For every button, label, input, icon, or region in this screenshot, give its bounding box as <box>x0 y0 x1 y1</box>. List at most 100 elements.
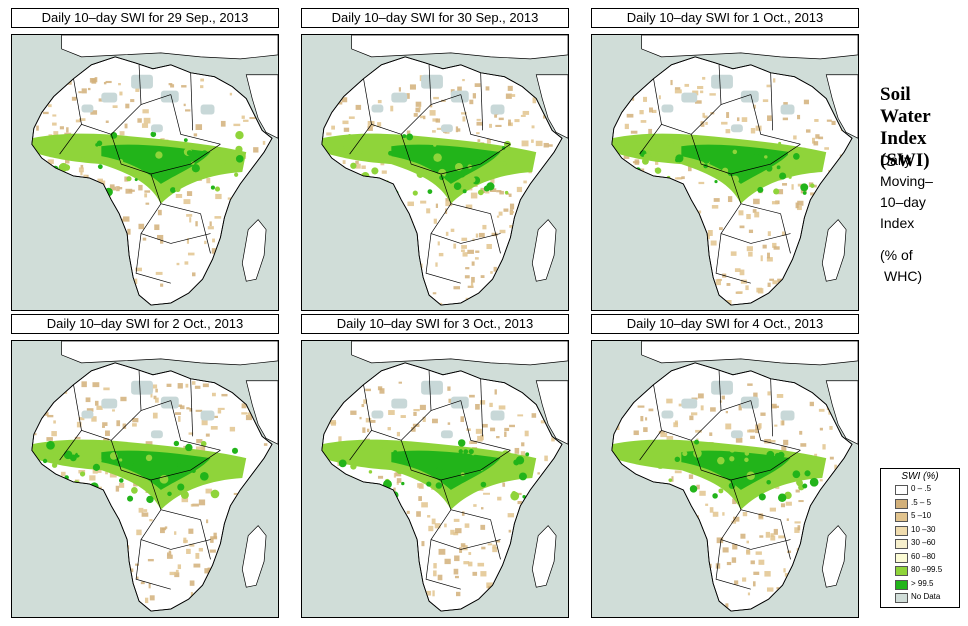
dry-patch <box>722 547 729 553</box>
wet-speck <box>176 462 181 468</box>
dry-patch <box>742 511 748 517</box>
africa-map <box>11 340 279 618</box>
legend-swatch <box>895 566 908 576</box>
country-border <box>59 124 82 155</box>
dry-patch <box>413 408 420 412</box>
dry-patch <box>544 455 548 462</box>
dry-patch <box>81 381 87 388</box>
africa-map <box>591 34 859 311</box>
dry-patch <box>149 595 155 601</box>
dry-patch <box>433 96 439 100</box>
dry-patch <box>771 201 778 205</box>
dry-patch <box>413 411 417 416</box>
dry-patch <box>125 188 133 194</box>
dry-patch <box>476 118 481 121</box>
wet-speck <box>145 454 153 462</box>
dry-patch <box>480 571 487 577</box>
dry-patch <box>746 246 753 252</box>
dry-patch <box>507 85 513 91</box>
dry-patch <box>767 252 770 259</box>
dry-patch <box>465 267 470 270</box>
dry-patch <box>522 110 530 115</box>
dry-patch <box>750 560 755 565</box>
wet-speck <box>504 190 509 195</box>
dry-patch <box>168 83 173 86</box>
wet-speck <box>478 155 487 165</box>
wet-speck <box>458 171 466 178</box>
legend-label: 5 –10 <box>911 511 932 520</box>
wet-speck <box>752 153 761 162</box>
dry-patch <box>381 170 387 174</box>
dry-patch <box>80 164 84 169</box>
arabia-landmass <box>825 74 858 139</box>
dry-patch <box>377 475 384 479</box>
dry-patch <box>826 119 832 122</box>
dry-patch <box>746 550 751 555</box>
dry-patch <box>406 510 410 514</box>
dry-patch <box>713 198 720 202</box>
wet-speck <box>51 462 58 468</box>
wet-speck <box>773 188 780 195</box>
dry-patch <box>187 252 195 256</box>
wet-speck <box>651 450 657 457</box>
dry-patch <box>336 101 343 105</box>
dry-patch <box>233 123 241 127</box>
dry-patch <box>746 213 751 220</box>
dry-patch <box>463 561 470 565</box>
wet-speck <box>69 454 77 462</box>
dry-patch <box>671 476 674 482</box>
dry-patch <box>767 391 771 396</box>
dry-patch <box>718 227 723 231</box>
dry-patch <box>818 136 824 140</box>
dry-patch <box>466 428 471 431</box>
dry-patch <box>453 518 460 522</box>
dry-patch <box>805 129 811 133</box>
dry-patch <box>145 202 150 205</box>
wet-speck <box>177 483 185 491</box>
dry-patch <box>702 112 705 118</box>
dry-patch <box>36 125 39 131</box>
dry-patch <box>454 575 459 579</box>
dry-patch <box>770 535 776 541</box>
map-canvas <box>592 35 858 310</box>
no-data-area <box>101 92 118 103</box>
dry-patch <box>733 516 740 522</box>
dry-patch <box>812 137 815 144</box>
wet-speck <box>231 447 239 454</box>
dry-patch <box>696 484 700 490</box>
dry-patch <box>461 237 468 241</box>
no-data-area <box>160 396 179 409</box>
europe-landmass <box>641 35 858 60</box>
wet-speck <box>802 191 807 195</box>
dry-patch <box>253 147 259 153</box>
dry-patch <box>777 189 784 195</box>
dry-patch <box>787 550 792 553</box>
dry-patch <box>507 513 515 518</box>
dry-patch <box>53 420 56 424</box>
dry-patch <box>42 111 49 115</box>
dry-patch <box>734 268 741 273</box>
dry-patch <box>460 543 466 547</box>
dry-patch <box>76 421 82 428</box>
no-data-area <box>440 124 453 133</box>
dry-patch <box>764 438 771 444</box>
dry-patch <box>495 540 501 543</box>
dry-patch <box>91 416 97 422</box>
dry-patch <box>420 200 427 204</box>
dry-patch <box>739 225 745 229</box>
country-border <box>750 539 791 550</box>
dry-patch <box>398 87 401 92</box>
dry-patch <box>143 509 148 512</box>
dry-patch <box>494 111 498 118</box>
dry-patch <box>103 81 107 85</box>
wet-speck <box>125 136 133 144</box>
dry-patch <box>421 541 425 547</box>
wet-speck <box>766 479 771 485</box>
dry-patch <box>79 118 86 121</box>
wet-speck <box>810 183 815 188</box>
dry-patch <box>770 533 774 537</box>
dry-patch <box>210 538 214 543</box>
dry-patch <box>645 417 648 421</box>
dry-patch <box>429 104 433 108</box>
dry-patch <box>747 592 751 596</box>
